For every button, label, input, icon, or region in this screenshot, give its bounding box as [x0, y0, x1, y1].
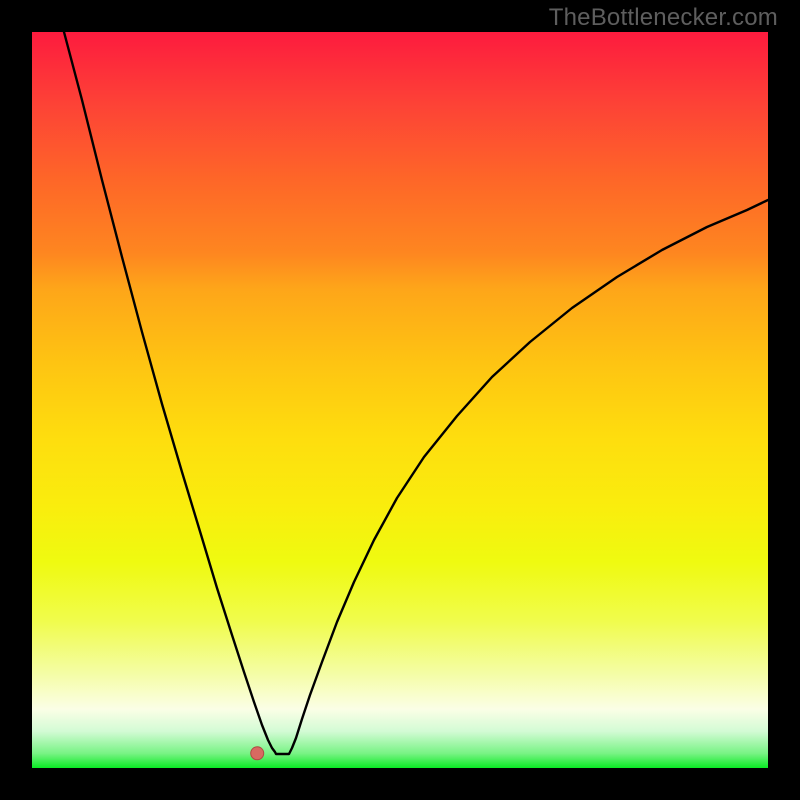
- watermark-text: TheBottlenecker.com: [549, 4, 778, 32]
- chart-frame: TheBottlenecker.com: [0, 0, 800, 800]
- plot-area: [32, 32, 768, 768]
